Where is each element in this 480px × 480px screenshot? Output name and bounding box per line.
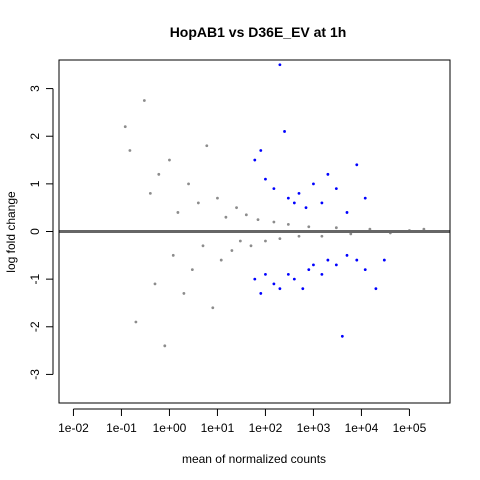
gene-point-not-significant bbox=[264, 239, 267, 243]
gene-point-not-significant bbox=[205, 144, 209, 148]
gene-point-not-significant bbox=[187, 182, 190, 186]
chart-title: HopAB1 vs D36E_EV at 1h bbox=[170, 24, 347, 40]
x-axis-label: mean of normalized counts bbox=[182, 452, 326, 466]
gene-point-not-significant bbox=[216, 196, 219, 200]
gene-point-significant bbox=[304, 206, 308, 210]
gene-point-not-significant bbox=[235, 206, 238, 210]
gene-point-not-significant bbox=[349, 232, 353, 236]
gene-point-significant bbox=[345, 211, 349, 214]
gene-point-significant bbox=[334, 263, 338, 267]
gene-point-not-significant bbox=[128, 149, 132, 152]
x-tick-label: 1e+00 bbox=[153, 421, 187, 435]
gene-point-significant bbox=[278, 63, 282, 67]
gene-point-not-significant bbox=[201, 244, 205, 248]
gene-point-significant bbox=[326, 258, 330, 262]
gene-point-significant bbox=[340, 334, 344, 338]
gene-point-not-significant bbox=[142, 99, 146, 102]
y-tick-label: -3 bbox=[28, 369, 42, 380]
plot-frame bbox=[58, 59, 451, 404]
gene-point-not-significant bbox=[148, 191, 152, 195]
x-tick-label: 1e+05 bbox=[393, 421, 427, 435]
y-axis: -3 -2 -1 0 1 2 3 bbox=[28, 85, 54, 380]
gene-point-not-significant bbox=[157, 172, 161, 176]
gene-point-significant bbox=[320, 272, 324, 276]
gene-point-not-significant bbox=[211, 306, 215, 310]
gene-point-significant bbox=[301, 287, 305, 291]
gene-point-significant bbox=[264, 272, 267, 276]
gene-point-significant bbox=[292, 277, 296, 281]
gene-point-significant bbox=[355, 163, 359, 167]
gene-point-significant bbox=[345, 253, 349, 257]
x-tick-label: 1e+01 bbox=[201, 421, 235, 435]
x-tick-label: 1e+04 bbox=[345, 421, 379, 435]
gene-point-not-significant bbox=[171, 253, 175, 257]
gene-point-significant bbox=[292, 201, 296, 205]
y-axis-label: log fold change bbox=[4, 191, 18, 273]
gene-point-not-significant bbox=[219, 258, 223, 262]
gene-point-not-significant bbox=[249, 244, 253, 248]
gene-point-not-significant bbox=[278, 237, 282, 241]
gene-point-not-significant bbox=[422, 227, 426, 231]
gene-point-significant bbox=[355, 258, 359, 262]
gene-point-not-significant bbox=[196, 201, 200, 205]
gene-point-significant bbox=[312, 263, 315, 267]
gene-point-significant bbox=[286, 196, 290, 200]
gene-point-significant bbox=[264, 177, 267, 181]
gene-point-not-significant bbox=[334, 226, 338, 230]
x-tick-label: 1e-01 bbox=[106, 421, 137, 435]
gene-point-not-significant bbox=[123, 125, 127, 129]
y-tick-label: 0 bbox=[28, 228, 42, 235]
gene-point-significant bbox=[259, 292, 263, 295]
gene-point-not-significant bbox=[163, 344, 167, 348]
gene-point-significant bbox=[253, 158, 257, 162]
y-tick-label: 2 bbox=[28, 133, 42, 140]
gene-point-significant bbox=[326, 172, 330, 176]
gene-point-not-significant bbox=[134, 320, 138, 324]
gene-point-significant bbox=[286, 272, 290, 276]
gene-point-not-significant bbox=[238, 239, 242, 243]
gene-point-significant bbox=[312, 182, 315, 186]
x-tick-label: 1e-02 bbox=[58, 421, 89, 435]
gene-point-significant bbox=[334, 187, 338, 191]
gene-point-not-significant bbox=[182, 292, 186, 295]
gene-point-significant bbox=[307, 268, 311, 272]
gene-point-significant bbox=[320, 201, 324, 205]
gene-point-not-significant bbox=[286, 222, 290, 226]
gene-point-significant bbox=[272, 282, 276, 286]
gene-point-significant bbox=[278, 287, 282, 291]
y-tick-label: -2 bbox=[28, 321, 42, 332]
gene-point-not-significant bbox=[307, 225, 311, 229]
gene-point-significant bbox=[382, 258, 386, 262]
gene-point-not-significant bbox=[176, 211, 180, 214]
gene-point-significant bbox=[374, 287, 378, 291]
gene-point-not-significant bbox=[190, 268, 194, 272]
x-axis: 1e-02 1e-01 1e+00 1e+01 1e+02 1e+03 1e+04 1e+05 bbox=[58, 408, 427, 435]
gene-point-significant bbox=[259, 149, 263, 152]
gene-point-significant bbox=[363, 196, 367, 200]
gene-point-not-significant bbox=[272, 220, 276, 224]
y-tick-label: 1 bbox=[28, 180, 42, 187]
points-layer bbox=[123, 63, 426, 348]
gene-point-significant bbox=[283, 130, 286, 133]
gene-point-not-significant bbox=[224, 215, 228, 219]
gene-point-not-significant bbox=[256, 218, 260, 221]
y-tick-label: -1 bbox=[28, 273, 42, 284]
gene-point-not-significant bbox=[153, 282, 157, 286]
gene-point-significant bbox=[363, 268, 367, 272]
y-tick-label: 3 bbox=[28, 85, 42, 92]
gene-point-not-significant bbox=[168, 158, 171, 162]
gene-point-significant bbox=[297, 191, 301, 195]
x-tick-label: 1e+02 bbox=[249, 421, 283, 435]
gene-point-not-significant bbox=[368, 227, 372, 231]
gene-point-not-significant bbox=[297, 234, 301, 238]
gene-point-significant bbox=[272, 187, 276, 191]
x-tick-label: 1e+03 bbox=[297, 421, 331, 435]
gene-point-significant bbox=[253, 277, 257, 281]
gene-point-not-significant bbox=[244, 213, 248, 217]
gene-point-not-significant bbox=[230, 249, 234, 252]
gene-point-not-significant bbox=[320, 234, 324, 238]
